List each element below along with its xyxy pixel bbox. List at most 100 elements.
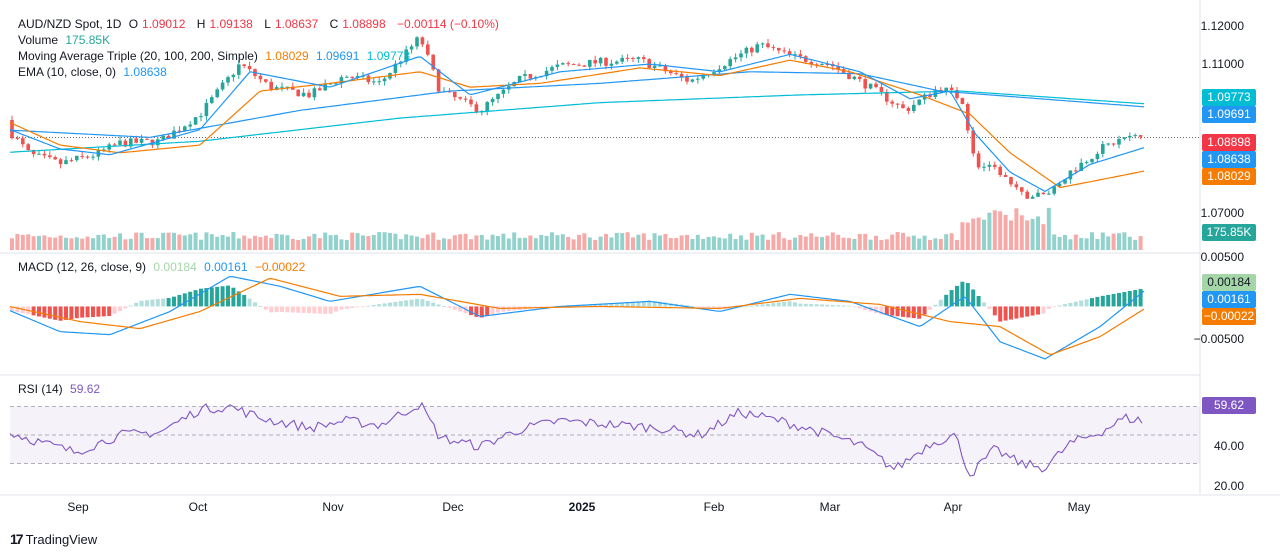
macd-histogram-bar (938, 299, 943, 307)
macd-histogram-bar (901, 306, 905, 317)
candle-body (858, 76, 862, 80)
volume-bar (658, 235, 662, 250)
macd-histogram-bar (15, 306, 20, 313)
candle-body (26, 144, 30, 150)
candle-body (134, 138, 138, 143)
volume-bar (1025, 220, 1030, 250)
x-label-feb: Feb (703, 500, 725, 514)
candle-body (890, 101, 894, 104)
volume-bar (1090, 232, 1094, 250)
macd-histogram-bar (199, 288, 203, 307)
volume-bar (776, 232, 781, 250)
candle-body (37, 153, 41, 155)
candle-body (701, 75, 705, 79)
volume-bar (523, 237, 527, 250)
volume-bar (420, 238, 425, 250)
volume-bar (85, 236, 90, 250)
volume-bar (80, 238, 85, 250)
candle-body (523, 74, 527, 76)
candle-body (901, 104, 905, 109)
volume-bar (47, 237, 52, 250)
candle-body (280, 86, 284, 88)
macd-histogram-bar (323, 306, 328, 314)
candle-body (690, 79, 695, 82)
macd-histogram-bar (636, 301, 641, 307)
volume-bar (382, 232, 387, 250)
macd-histogram-bar (236, 291, 241, 307)
volume-bar (436, 239, 441, 250)
volume-bar (101, 234, 106, 250)
volume-bar (533, 238, 538, 250)
macd-legend: MACD (12, 26, close, 9) 0.00184 0.00161 … (18, 259, 309, 275)
candle-body (264, 79, 268, 82)
macd-histogram-bar (1079, 300, 1084, 307)
volume-bar (334, 234, 338, 250)
price-tick-2: 1.11000 (1201, 57, 1245, 71)
candle-body (966, 103, 970, 131)
candle-body (971, 130, 975, 154)
rsi-value: 59.62 (70, 382, 101, 396)
volume-bar (593, 239, 598, 250)
candle-body (323, 83, 327, 91)
macd-histogram-bar (847, 305, 851, 307)
volume-bar (874, 235, 878, 250)
volume-bar (982, 219, 986, 250)
macd-histogram-bar (53, 306, 58, 320)
candle-body (955, 89, 959, 99)
candle-body (382, 78, 387, 82)
macd-histogram-bar (744, 306, 749, 308)
candle-body (123, 140, 128, 147)
volume-bar (26, 234, 31, 250)
candle-body (696, 78, 700, 80)
volume-bar (1122, 232, 1127, 250)
volume-bar (269, 238, 274, 250)
candle-body (544, 70, 549, 77)
candle-body (1079, 162, 1083, 171)
volume-bar (339, 239, 344, 250)
volume-bar (107, 237, 112, 250)
macd-histogram-bar (31, 306, 36, 316)
volume-bar (517, 237, 522, 250)
candle-body (1014, 184, 1019, 188)
candle-body (912, 104, 916, 111)
candle-body (1101, 144, 1105, 154)
candle-body (755, 44, 759, 53)
macd-histogram-bar (766, 303, 770, 307)
macd-histogram-bar (1095, 296, 1100, 307)
candle-body (377, 81, 381, 83)
volume-bar (901, 232, 905, 250)
tradingview-logo[interactable]: 17 TradingView (10, 531, 97, 547)
macd-histogram-bar (1003, 306, 1008, 321)
macd-histogram-bar (960, 281, 965, 307)
macd-histogram-bar (177, 295, 182, 307)
candle-body (863, 79, 867, 89)
volume-bar (911, 235, 916, 250)
volume-bar (938, 238, 943, 250)
macd-histogram-bar (1025, 306, 1030, 317)
macd-hist-badge: 0.00184 (1202, 274, 1256, 291)
volume-bar (409, 235, 414, 250)
candle-body (269, 81, 273, 90)
volume-bar (955, 239, 959, 250)
macd-histogram-bar (1122, 291, 1127, 307)
candle-body (577, 64, 581, 66)
candle-body (64, 160, 68, 165)
volume-bar (890, 234, 895, 250)
volume-bar (739, 235, 743, 250)
candle-body (987, 164, 992, 167)
rsi-legend: RSI (14) 59.62 (18, 381, 104, 397)
candle-body (993, 164, 997, 167)
macd-histogram-bar (485, 306, 490, 316)
macd-histogram-bar (857, 306, 862, 309)
macd-histogram-bar (393, 301, 398, 307)
macd-histogram-bar (944, 294, 949, 307)
candle-body (528, 74, 533, 79)
volume-bar (398, 239, 403, 250)
volume-bar (355, 233, 360, 250)
ema-label: EMA (10, close, 0) (18, 65, 117, 79)
macd-histogram-bar (258, 305, 263, 307)
macd-histogram-bar (458, 306, 463, 312)
macd-tick-2: −0.00500 (1193, 332, 1244, 346)
volume-bar (685, 234, 689, 250)
